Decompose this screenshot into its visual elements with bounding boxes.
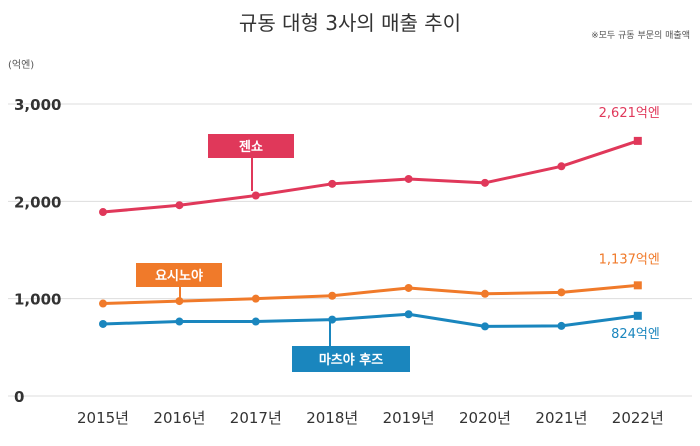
data-point [328,291,337,300]
data-point [481,178,489,187]
y-tick-label: 3,000 [14,96,61,114]
series-end-label: 1,137억엔 [599,252,660,267]
series-line [102,312,638,328]
data-point [99,208,107,217]
x-tick-label: 2018년 [306,409,358,427]
y-unit-label: (억엔) [8,59,34,71]
data-point [251,191,260,200]
data-point [175,297,184,306]
chart-title: 규동 대형 3사의 매출 추이 [239,11,461,35]
data-point [633,136,642,145]
y-axis-ticks: 0 1,000 2,000 3,000 [14,96,61,406]
data-point [175,317,184,326]
series-label-box: 요시노야 [136,263,222,301]
series-group: 2,621억엔 1,137억엔 824억엔 [99,106,660,342]
series-name-label: 젠쇼 [239,139,263,155]
x-tick-label: 2016년 [153,409,205,427]
y-tick-label: 2,000 [14,193,61,211]
x-axis-ticks: 2015년 2016년 2017년 2018년 2019년 2020년 2021년 2022년 [77,409,664,427]
data-point [481,289,489,298]
series-end-label: 2,621억엔 [599,106,660,121]
data-point [251,294,260,303]
gridlines [8,103,692,397]
data-point [557,288,566,297]
x-tick-label: 2017년 [230,409,282,427]
x-tick-label: 2022년 [612,409,664,427]
series-name-label: 요시노야 [155,268,203,284]
data-point [404,283,413,292]
series-label-box: 마츠야 후즈 [292,320,410,372]
x-tick-label: 2020년 [459,409,511,427]
x-tick-label: 2015년 [77,409,129,427]
data-point [557,162,566,171]
data-point [633,311,642,320]
data-point [99,299,107,308]
data-point [328,179,337,188]
series-end-label: 824억엔 [611,327,660,342]
x-tick-label: 2021년 [535,409,587,427]
series-line [102,283,638,306]
y-tick-label: 0 [14,388,24,406]
y-tick-label: 1,000 [14,291,61,309]
chart-note: ※모두 규동 부문의 매출액 [591,29,690,41]
data-point [99,319,107,328]
data-point [251,317,260,326]
series-line [102,139,639,214]
series-label-bg [292,346,410,372]
data-point [557,321,566,330]
data-point [633,281,642,290]
data-point [481,322,489,331]
data-point [175,201,184,210]
series-name-label: 마츠야 후즈 [319,352,383,368]
data-point [404,174,413,183]
series-label-bg [136,263,222,287]
series-label-bg [208,134,294,158]
x-tick-label: 2019년 [383,409,435,427]
data-point [404,310,413,319]
series-label-box: 젠쇼 [208,134,294,191]
